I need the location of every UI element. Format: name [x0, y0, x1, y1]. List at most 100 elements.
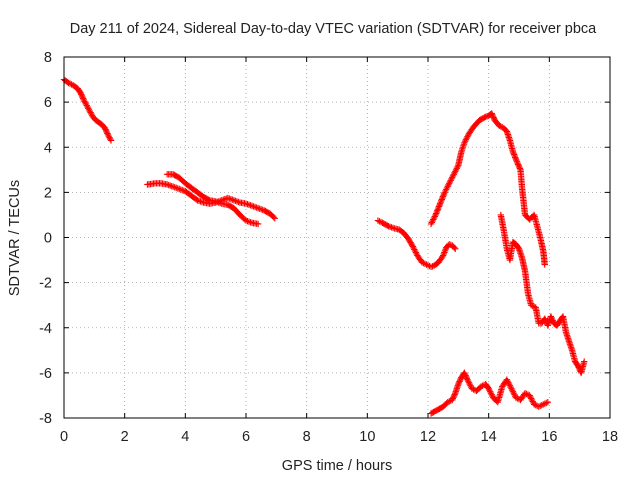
data-point	[103, 128, 110, 136]
data-point	[503, 376, 511, 383]
data-point	[233, 198, 241, 205]
data-point	[166, 182, 174, 189]
data-point	[521, 389, 529, 397]
data-point	[440, 250, 447, 258]
data-point	[461, 139, 468, 146]
data-point	[461, 369, 468, 377]
data-point	[251, 203, 259, 211]
data-point	[444, 399, 451, 406]
data-point	[438, 197, 445, 205]
data-point	[465, 379, 473, 386]
data-point	[513, 157, 520, 164]
data-point	[535, 403, 542, 410]
data-point	[242, 200, 250, 207]
data-point	[452, 245, 459, 252]
y-tick-label: -2	[39, 276, 52, 292]
data-point	[548, 315, 556, 323]
data-point	[245, 218, 253, 225]
data-point	[481, 114, 488, 121]
data-point	[176, 185, 183, 193]
data-point	[418, 259, 426, 266]
data-point	[385, 223, 392, 230]
data-point	[450, 394, 457, 401]
data-point	[488, 391, 495, 398]
data-point	[432, 211, 439, 219]
data-point	[443, 184, 451, 192]
grid	[64, 57, 610, 418]
data-point	[437, 199, 444, 206]
data-point	[455, 379, 463, 387]
data-point	[436, 200, 444, 207]
data-point	[468, 385, 476, 392]
data-point	[541, 261, 548, 268]
data-point	[66, 80, 74, 87]
data-point	[412, 249, 420, 256]
data-point	[205, 196, 212, 203]
data-point	[433, 208, 440, 216]
data-point	[257, 206, 265, 213]
data-point	[529, 398, 536, 405]
data-point	[224, 194, 231, 202]
data-point	[245, 201, 253, 208]
data-point	[250, 203, 257, 210]
data-point	[527, 301, 535, 309]
data-point	[549, 317, 556, 324]
data-point	[420, 259, 427, 267]
data-point	[547, 313, 555, 320]
data-point	[106, 134, 113, 141]
data-point	[510, 149, 517, 157]
data-point	[79, 95, 87, 102]
data-point	[508, 385, 515, 392]
data-point	[171, 184, 178, 191]
data-point	[435, 203, 443, 210]
data-point	[388, 224, 395, 231]
data-point	[514, 159, 521, 167]
data-point	[232, 197, 239, 205]
data-point	[78, 92, 86, 100]
data-point	[235, 198, 242, 206]
data-point	[270, 213, 277, 221]
data-point	[102, 127, 110, 134]
data-point	[440, 191, 447, 199]
data-point	[486, 388, 494, 395]
data-point	[548, 314, 555, 322]
data-point	[271, 215, 279, 222]
data-point	[530, 401, 538, 408]
data-point	[107, 137, 115, 144]
data-point	[180, 187, 188, 194]
data-point	[450, 171, 457, 178]
data-point	[434, 206, 442, 213]
data-point	[532, 402, 539, 409]
data-point	[409, 243, 417, 250]
data-point	[83, 102, 90, 109]
data-point	[447, 177, 454, 184]
data-point	[456, 378, 463, 385]
data-point	[230, 197, 238, 204]
data-point	[462, 372, 469, 379]
data-point	[254, 220, 262, 228]
data-point	[197, 198, 204, 205]
x-tick-label: 6	[242, 429, 250, 445]
y-tick-label: 6	[44, 95, 52, 111]
data-point	[85, 105, 92, 112]
y-tick-label: 4	[44, 140, 52, 156]
data-point	[253, 204, 260, 211]
data-point	[511, 391, 518, 398]
data-point	[439, 193, 447, 200]
data-point	[213, 198, 221, 206]
data-point	[259, 206, 266, 214]
data-point	[450, 392, 458, 400]
data-point	[526, 392, 533, 399]
data-point	[455, 380, 462, 388]
data-point	[410, 244, 417, 252]
data-point	[439, 253, 446, 261]
data-point	[104, 131, 112, 139]
data-point	[512, 154, 519, 161]
y-tick-label: -8	[39, 411, 52, 427]
data-point	[217, 199, 224, 207]
data-point	[542, 316, 549, 324]
data-point	[226, 195, 233, 202]
data-point	[432, 210, 440, 217]
data-point	[482, 113, 489, 120]
data-point	[452, 166, 460, 174]
